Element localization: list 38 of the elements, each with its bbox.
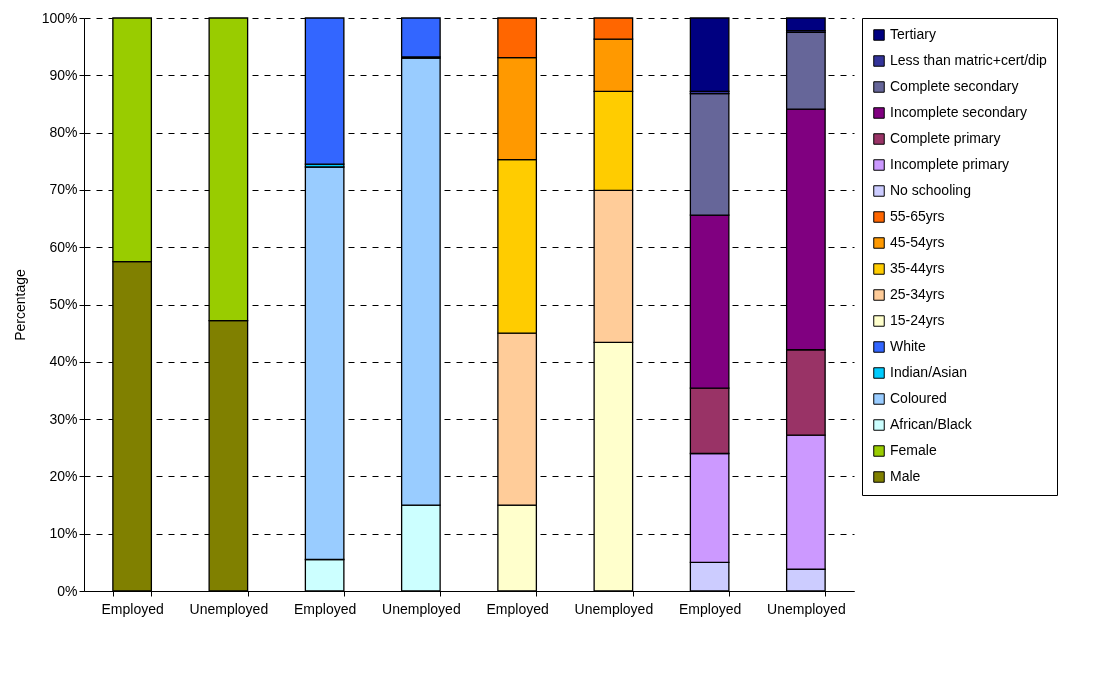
legend-label: Male <box>890 468 921 484</box>
y-tick-label: 50% <box>49 296 78 312</box>
y-tick-label: 30% <box>49 410 78 427</box>
legend-label: Tertiary <box>890 26 936 42</box>
x-tick-label: Employed <box>293 600 357 617</box>
x-tick-label: Employed <box>486 600 549 617</box>
y-tick-label: 80% <box>49 124 78 141</box>
x-tick-label: Employed <box>678 600 742 617</box>
y-tick-label: 0% <box>57 582 78 599</box>
legend-label: 15-24yrs <box>890 312 945 328</box>
legend-label: 35-44yrs <box>890 260 945 276</box>
legend-label: 45-54yrs <box>890 234 945 250</box>
legend-label: Complete secondary <box>890 78 1019 94</box>
legend-label: 55-65yrs <box>890 208 945 224</box>
legend-label: Female <box>890 442 937 458</box>
legend-label: 25-34yrs <box>890 286 945 302</box>
legend-label: Indian/Asian <box>890 364 968 380</box>
x-tick-label: Unemployed <box>574 600 654 617</box>
x-tick-label: Unemployed <box>382 600 461 617</box>
x-tick-label: Employed <box>101 600 164 617</box>
legend-label: African/Black <box>890 416 973 432</box>
x-tick-label: Unemployed <box>189 600 269 617</box>
y-tick-label: 100% <box>41 9 78 26</box>
legend-label: Coloured <box>890 390 947 406</box>
y-axis-title: Percentage <box>11 268 28 341</box>
legend-label: No schooling <box>890 182 971 198</box>
legend-label: Less than matric+cert/dip <box>890 52 1048 68</box>
y-tick-label: 10% <box>49 525 78 542</box>
y-tick-label: 70% <box>49 181 78 198</box>
legend-label: White <box>890 338 926 354</box>
y-tick-label: 90% <box>49 66 78 83</box>
x-tick-label: Unemployed <box>767 600 846 617</box>
y-tick-label: 40% <box>49 353 78 370</box>
legend-label: Complete primary <box>890 130 1001 146</box>
y-tick-label: 20% <box>49 467 78 484</box>
legend-label: Incomplete secondary <box>890 104 1027 120</box>
legend-label: Incomplete primary <box>890 156 1010 172</box>
y-tick-label: 60% <box>49 238 78 255</box>
